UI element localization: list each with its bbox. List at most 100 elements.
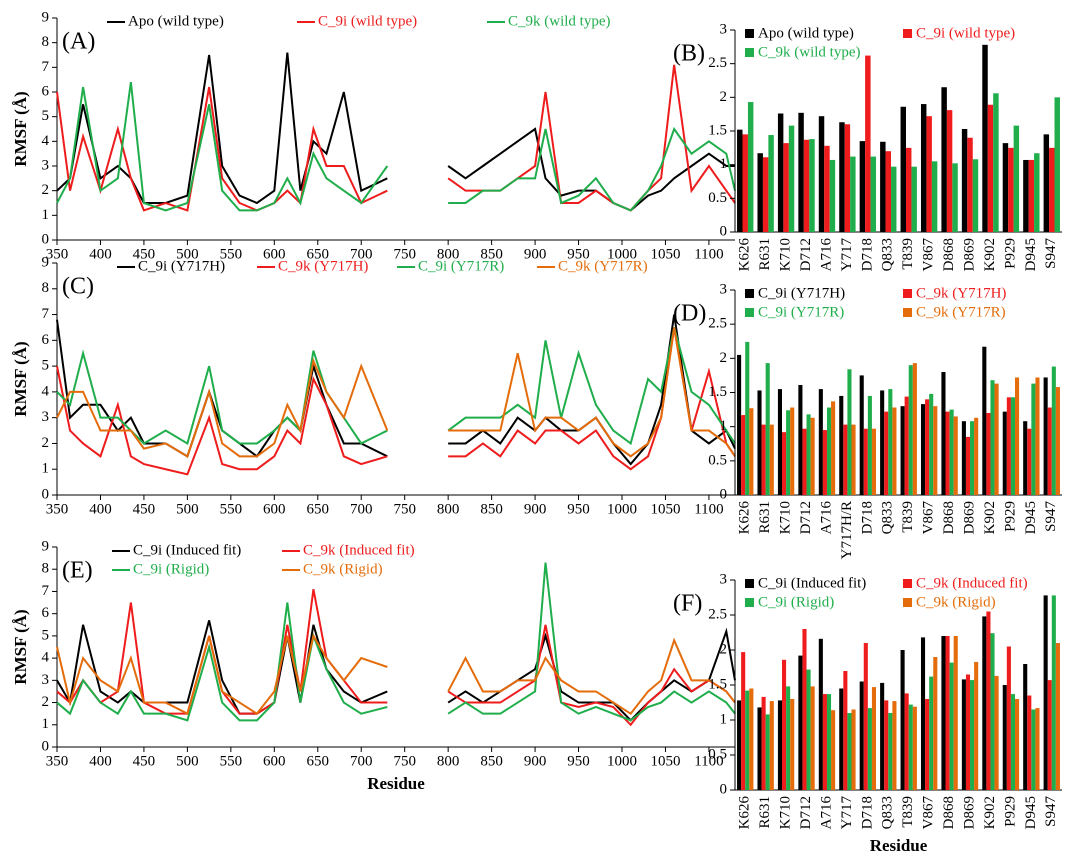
x-tick-label: T839 — [900, 238, 916, 270]
legend-label: C_9k (Rigid) — [303, 561, 383, 577]
bar — [742, 134, 748, 232]
bar — [790, 407, 795, 495]
legend-label: C_9i (wild type) — [318, 13, 417, 29]
bar — [961, 128, 968, 232]
legend-swatch — [903, 289, 912, 298]
legend-label: C_9k (Induced fit) — [916, 575, 1028, 591]
x-tick-label: 900 — [524, 246, 547, 262]
bar — [920, 104, 927, 232]
bar — [888, 389, 893, 495]
y-tick-label: 4 — [42, 650, 50, 666]
bar — [765, 363, 770, 495]
legend-swatch — [745, 289, 754, 298]
bar — [747, 102, 754, 233]
series-line — [56, 602, 388, 722]
x-tick-label: 550 — [220, 246, 243, 262]
legend-label: C_9i (wild type) — [916, 25, 1015, 41]
x-tick-label: 650 — [307, 246, 330, 262]
x-tick-label: S947 — [1043, 796, 1059, 827]
y-tick-label: 0.5 — [708, 190, 727, 206]
x-tick-label: K902 — [982, 796, 998, 829]
x-tick-label: 800 — [437, 246, 460, 262]
bar — [757, 390, 762, 495]
x-tick-label: 950 — [567, 246, 590, 262]
bar — [1014, 377, 1020, 495]
bar — [826, 694, 832, 790]
bar — [892, 701, 897, 790]
y-tick-label: 9 — [42, 254, 50, 270]
bar — [908, 704, 913, 790]
bar — [912, 363, 917, 495]
bar — [1006, 397, 1011, 495]
x-tick-label: 400 — [89, 246, 112, 262]
y-tick-label: 2 — [42, 694, 50, 710]
bar — [1034, 153, 1040, 232]
x-tick-label: 500 — [176, 246, 199, 262]
bar — [783, 143, 789, 232]
bar — [900, 106, 906, 232]
y-tick-label: 3 — [42, 409, 50, 425]
bar — [1027, 428, 1032, 495]
bar — [859, 681, 864, 790]
y-tick-label: 2.5 — [708, 606, 727, 622]
bar — [941, 372, 946, 495]
bar — [982, 44, 988, 233]
series-line — [56, 620, 388, 715]
y-tick-label: 2 — [42, 182, 50, 198]
legend-swatch — [903, 598, 912, 607]
bar — [1023, 664, 1028, 790]
series-line — [56, 349, 388, 445]
legend-swatch — [745, 598, 754, 607]
bar — [941, 636, 946, 790]
legend-label: C_9i (Y717H) — [758, 285, 845, 301]
y-tick-label: 1 — [720, 711, 728, 727]
y-tick-label: 1 — [42, 716, 50, 732]
x-tick-label: D718 — [859, 238, 875, 271]
bar — [961, 679, 966, 790]
bar — [762, 157, 769, 232]
x-tick-label: K626 — [737, 501, 753, 535]
bar — [843, 424, 848, 495]
bar — [982, 616, 987, 790]
bar — [745, 341, 750, 495]
bar — [839, 122, 845, 232]
x-tick-label: 700 — [350, 501, 373, 517]
y-tick-label: 0 — [720, 223, 728, 239]
y-tick-label: 9 — [42, 538, 50, 554]
x-tick-label: D945 — [1023, 796, 1039, 829]
bar — [802, 428, 807, 495]
x-tick-label: Q833 — [880, 238, 896, 271]
bar — [798, 655, 803, 790]
y-axis-title: RMSF (Å) — [11, 91, 30, 166]
y-tick-label: 3 — [720, 21, 728, 37]
panel-label: (D) — [673, 301, 706, 327]
bar — [892, 407, 897, 495]
bar — [871, 687, 877, 790]
y-tick-label: 7 — [42, 583, 50, 599]
bar — [941, 87, 947, 232]
x-tick-label: 600 — [263, 246, 286, 262]
series-line — [447, 624, 736, 727]
x-tick-label: Y717H/R — [839, 501, 855, 559]
legend-swatch — [903, 308, 912, 317]
x-tick-label: D945 — [1023, 238, 1039, 271]
x-tick-label: K902 — [982, 501, 998, 534]
series-line — [447, 327, 736, 446]
bar — [986, 413, 991, 495]
bar — [745, 690, 750, 790]
bar — [1049, 147, 1055, 232]
bar — [1013, 125, 1020, 232]
bar — [865, 55, 871, 232]
bar — [884, 700, 889, 790]
bar — [945, 636, 950, 790]
legend-label: Apo (wild type) — [128, 13, 224, 29]
x-tick-label: K710 — [778, 238, 794, 271]
y-tick-label: 1 — [720, 418, 728, 434]
x-tick-label: 450 — [133, 501, 156, 517]
x-tick-label: T839 — [900, 796, 916, 828]
panel-label: (B) — [673, 41, 705, 67]
x-tick-label: D868 — [941, 501, 957, 534]
x-tick-label: 850 — [480, 501, 503, 517]
x-tick-label: 950 — [567, 501, 590, 517]
legend-label: C_9k (Y717R) — [558, 258, 648, 274]
